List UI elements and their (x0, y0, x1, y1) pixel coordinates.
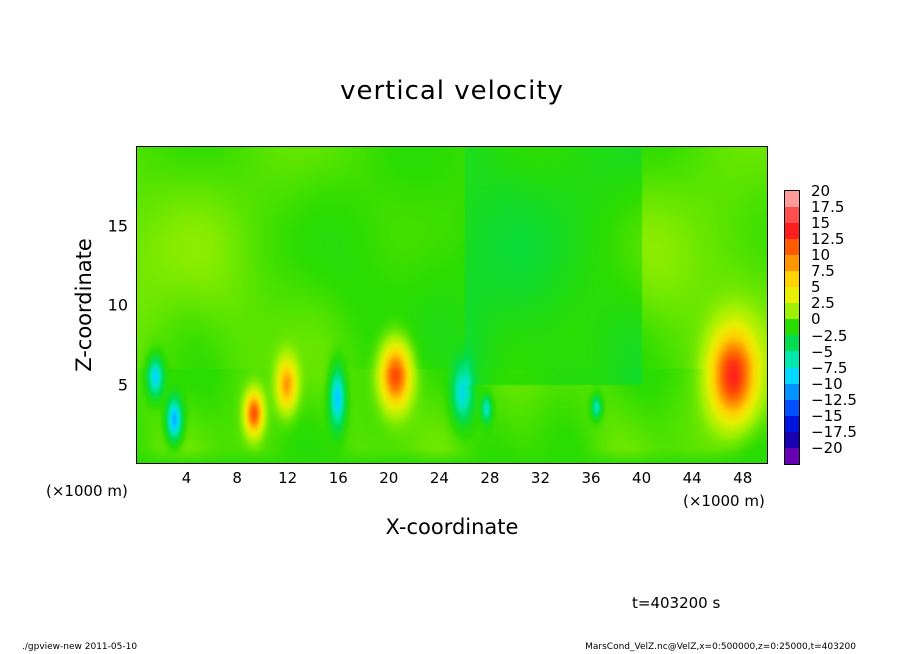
plot-area (136, 146, 768, 464)
colorbar-label: 15 (811, 214, 831, 233)
colorbar-segment (785, 431, 799, 448)
y-tick-label: 10 (107, 295, 128, 315)
footer-left: ./gpview-new 2011-05-10 (22, 642, 138, 652)
x-tick-label: 8 (232, 469, 242, 487)
x-tick-label: 44 (682, 469, 702, 487)
x-tick-label: 20 (379, 469, 399, 487)
colorbar-label: 12.5 (811, 230, 845, 249)
colorbar-label: −12.5 (811, 390, 857, 409)
colorbar-segment (785, 191, 799, 208)
colorbar-label: −15 (811, 406, 843, 425)
colorbar-label: 7.5 (811, 262, 835, 281)
colorbar-label: −7.5 (811, 358, 848, 377)
colorbar-label: −5 (811, 342, 834, 361)
x-axis-label: X-coordinate (385, 515, 519, 539)
time-label: t=403200 s (632, 594, 721, 612)
colorbar-label: 0 (811, 310, 821, 329)
x-tick-label: 24 (429, 469, 449, 487)
y-axis-label: Z-coordinate (72, 238, 96, 372)
colorbar (784, 190, 800, 465)
colorbar-label: −2.5 (811, 326, 848, 345)
chart-title: vertical velocity (340, 76, 564, 106)
plot-frame (136, 146, 768, 464)
x-tick-label: 40 (632, 469, 652, 487)
colorbar-segment (785, 303, 799, 320)
colorbar-label: 10 (811, 246, 831, 265)
y-tick-label: 15 (107, 216, 128, 235)
colorbar-label: 17.5 (811, 198, 845, 217)
colorbar-label: 20 (811, 182, 831, 200)
x-tick-label: 32 (530, 469, 551, 487)
colorbar-label: −17.5 (811, 422, 857, 441)
colorbar-segment (785, 239, 799, 256)
colorbar-segment (785, 351, 799, 368)
x-unit-label-right: (×1000 m) (683, 492, 765, 510)
colorbar-segment (785, 367, 799, 384)
footer-right: MarsCond_VelZ.nc@VelZ,x=0:500000,z=0:250… (585, 642, 856, 652)
x-tick-label: 12 (278, 469, 298, 487)
colorbar-segment (785, 207, 799, 224)
x-tick-label: 28 (480, 469, 500, 487)
colorbar-segment (785, 255, 799, 272)
x-tick-label: 48 (733, 469, 753, 487)
colorbar-segment (785, 223, 799, 240)
x-tick-label: 4 (181, 469, 192, 487)
colorbar-segment (785, 319, 799, 336)
colorbar-label: −20 (811, 438, 843, 457)
heatmap-field (136, 146, 768, 464)
colorbar-label: 2.5 (811, 294, 835, 313)
x-tick-label: 16 (328, 469, 348, 487)
colorbar-segment (785, 335, 799, 352)
y-tick-label: 5 (117, 375, 128, 394)
colorbar-segment (785, 399, 799, 416)
colorbar-segment (785, 383, 799, 400)
colorbar-label: 5 (811, 278, 821, 297)
x-tick-label: 36 (581, 469, 601, 487)
colorbar-label: −10 (811, 374, 843, 393)
colorbar-segment (785, 287, 799, 304)
x-unit-label-left: (×1000 m) (46, 482, 128, 500)
colorbar-segment (785, 447, 799, 464)
colorbar-segment (785, 415, 799, 432)
colorbar-segment (785, 271, 799, 288)
